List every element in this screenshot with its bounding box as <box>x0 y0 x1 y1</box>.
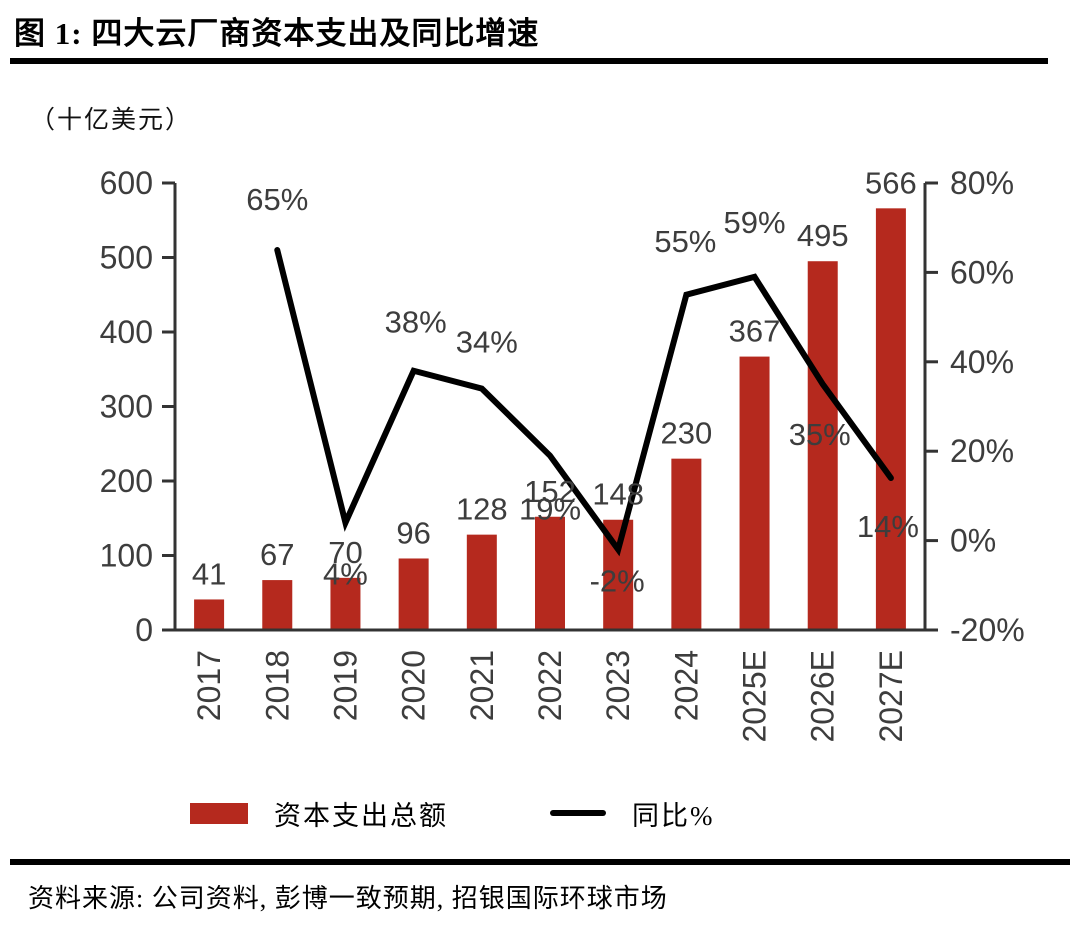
legend-line-label: 同比% <box>632 800 715 831</box>
yoy-value-label: 34% <box>456 325 518 360</box>
bar-2026E <box>807 261 838 630</box>
bar-2019 <box>330 577 361 630</box>
x-axis-tick-label: 2021 <box>464 650 500 721</box>
legend-bar-label: 资本支出总额 <box>274 800 448 831</box>
yoy-value-label: 55% <box>654 224 716 259</box>
x-axis-tick-label: 2022 <box>532 650 568 721</box>
bar-value-label: 566 <box>865 165 917 200</box>
yoy-value-label: 4% <box>323 557 368 592</box>
bar-value-label: 152 <box>524 474 576 509</box>
yoy-line <box>274 247 894 557</box>
right-axis-tick-label: 80% <box>950 165 1014 201</box>
capex-yoy-chart: 0 100 200 300 400 500 600 -20% 0% 20% 40% 60% 80% 201… <box>100 165 1025 743</box>
bar-2021 <box>466 534 497 630</box>
left-axis-tick-label: 500 <box>100 240 153 276</box>
figure-title: 图 1: 四大云厂商资本支出及同比增速 <box>14 16 540 51</box>
bar-2022 <box>535 516 565 630</box>
yoy-value-label: 14% <box>857 509 919 544</box>
left-axis-tick-label: 200 <box>100 463 153 499</box>
yoy-value-label: 59% <box>724 205 786 240</box>
bar-value-label: 495 <box>797 218 849 253</box>
x-axis-tick-label: 2026E <box>805 650 841 743</box>
bar-2017 <box>194 599 225 630</box>
left-axis-tick-label: 300 <box>100 389 153 425</box>
right-axis-tick-label: 20% <box>950 433 1014 469</box>
bar-value-label: 41 <box>192 556 226 591</box>
x-axis-tick-label: 2025E <box>737 650 773 743</box>
legend-bar-swatch <box>190 802 248 824</box>
x-axis-tick-label: 2017 <box>191 650 227 721</box>
left-axis-tick-label: 600 <box>100 165 153 201</box>
left-axis-tick-label: 0 <box>135 612 153 648</box>
x-axis-tick-label: 2024 <box>668 650 704 721</box>
x-axis-tick-label: 2023 <box>600 650 636 721</box>
left-axis-tick-label: 100 <box>100 538 153 574</box>
yoy-value-label: 19% <box>519 492 581 527</box>
bar-value-label: 67 <box>260 537 294 572</box>
bar-value-label: 367 <box>729 314 781 349</box>
bar-value-label: 128 <box>456 492 508 527</box>
right-axis-tick-label: 0% <box>950 523 996 559</box>
bar-2018 <box>262 580 293 630</box>
bar-2027E <box>875 208 906 630</box>
axis-unit-label: （十亿美元） <box>30 107 193 134</box>
bar-value-label: 148 <box>592 477 644 512</box>
x-axis-tick-label: 2018 <box>259 650 295 721</box>
right-axis-tick-label: -20% <box>950 612 1025 648</box>
chart-legend: 资本支出总额 同比% <box>0 791 1080 835</box>
yoy-value-label: 38% <box>385 305 447 340</box>
bar-value-label: 96 <box>396 515 430 550</box>
bar-value-label: 70 <box>328 535 362 570</box>
title-divider <box>10 58 1048 64</box>
legend-line-swatch <box>550 810 606 816</box>
bar-2024 <box>671 458 702 630</box>
yoy-value-label: 65% <box>246 182 308 217</box>
yoy-value-label: -2% <box>590 564 645 599</box>
x-axis-tick-label: 2027E <box>873 650 909 743</box>
yoy-value-label: 35% <box>789 417 851 452</box>
bar-2025E <box>739 356 770 630</box>
x-axis-tick-label: 2020 <box>396 650 432 721</box>
right-axis-tick-label: 40% <box>950 344 1014 380</box>
source-note: 资料来源: 公司资料, 彭博一致预期, 招银国际环球市场 <box>28 884 668 913</box>
bar-2020 <box>398 558 429 630</box>
left-axis-tick-label: 400 <box>100 314 153 350</box>
bar-value-label: 230 <box>660 416 712 451</box>
x-axis-tick-label: 2019 <box>327 650 363 721</box>
right-axis-tick-label: 60% <box>950 254 1014 290</box>
footer-divider <box>10 859 1070 865</box>
